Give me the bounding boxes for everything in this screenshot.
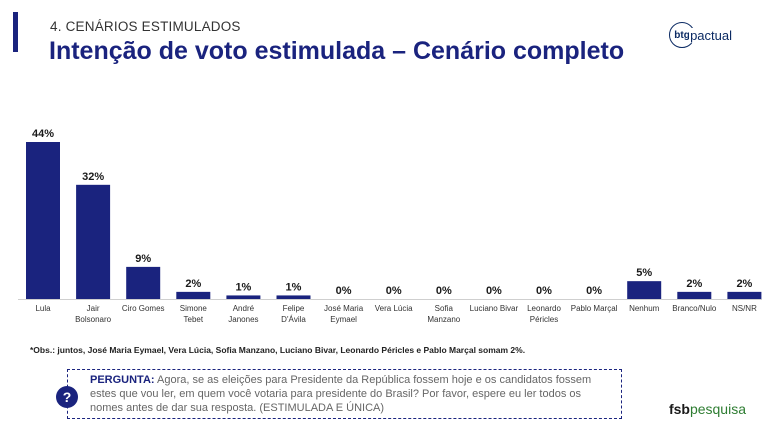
bar [727, 291, 762, 299]
bar-chart: 44% Lula 32% Jair Bolsonaro 9% Ciro Gomes 2% Sim… [18, 128, 762, 324]
data-label: 0% [586, 285, 602, 297]
category-label: Tebet [184, 315, 204, 324]
bar [26, 142, 60, 299]
category-label: Bolsonaro [75, 315, 112, 324]
bar [226, 295, 261, 299]
category-label: Luciano Bivar [470, 304, 519, 313]
data-label: 0% [486, 285, 502, 297]
category-label: Leonardo [527, 304, 561, 313]
category-label: Nenhum [629, 304, 660, 313]
category-label: D'Ávila [281, 315, 306, 324]
category-label: Eymael [330, 315, 357, 324]
category-label: Janones [228, 315, 258, 324]
bar [176, 291, 211, 299]
category-label: Sofia [435, 304, 454, 313]
data-label: 0% [386, 285, 402, 297]
question-mark-icon: ? [56, 386, 78, 408]
question-text: Agora, se as eleições para Presidente da… [90, 374, 592, 414]
data-label: 32% [82, 171, 104, 183]
data-label: 0% [336, 285, 352, 297]
category-label: José Maria [324, 304, 364, 313]
category-label: Vera Lúcia [375, 304, 413, 313]
bar [76, 184, 111, 299]
data-label: 2% [185, 278, 201, 290]
category-label: Péricles [530, 315, 558, 324]
btg-text: pactual [689, 27, 732, 43]
data-label: 9% [135, 253, 151, 265]
header-accent-bar [13, 12, 18, 52]
category-label: NS/NR [732, 304, 757, 313]
bar [677, 291, 712, 299]
category-label: Simone [180, 304, 208, 313]
category-label: Branco/Nulo [672, 304, 717, 313]
category-label: Pablo Marçal [571, 304, 618, 313]
data-label: 2% [686, 278, 702, 290]
data-label: 1% [286, 281, 302, 293]
bar [627, 281, 662, 299]
question-label: PERGUNTA: [90, 374, 155, 386]
category-label: Felipe [283, 304, 305, 313]
page-title: Intenção de voto estimulada – Cenário co… [49, 37, 625, 65]
section-label: 4. CENÁRIOS ESTIMULADOS [50, 19, 241, 34]
fsb-sub: pesquisa [689, 401, 746, 417]
data-label: 0% [436, 285, 452, 297]
data-label: 2% [736, 278, 752, 290]
footnote: *Obs.: juntos, José Maria Eymael, Vera L… [30, 345, 526, 355]
fsb-main: fsb [668, 401, 690, 417]
data-label: 5% [636, 267, 652, 279]
question-text-block: PERGUNTA: Agora, se as eleições para Pre… [90, 373, 610, 415]
data-label: 1% [235, 281, 251, 293]
category-label: Lula [35, 304, 51, 313]
fsb-pesquisa-logo: fsbpesquisa [669, 401, 746, 417]
category-label: André [233, 304, 255, 313]
bar [126, 266, 161, 299]
category-label: Ciro Gomes [122, 304, 165, 313]
data-label: 44% [32, 128, 54, 140]
category-label: Manzano [427, 315, 460, 324]
data-label: 0% [536, 285, 552, 297]
bar [276, 295, 311, 299]
btg-pactual-logo: btg pactual [669, 22, 732, 48]
category-label: Jair [87, 304, 100, 313]
